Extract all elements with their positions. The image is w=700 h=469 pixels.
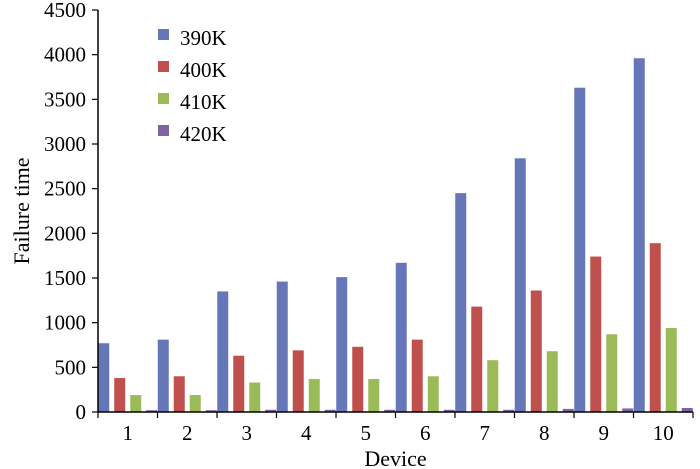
x-tick-label: 10 — [653, 421, 674, 445]
x-tick-label: 2 — [182, 421, 193, 445]
y-tick-label: 1500 — [44, 266, 86, 290]
bar-420K-device-3 — [265, 409, 277, 412]
x-tick-label: 6 — [420, 421, 431, 445]
bar-400K-device-10 — [649, 243, 661, 412]
y-ticks-group: 0 500 1000 1500 2000 2500 3000 3500 4000 4500 — [44, 0, 98, 424]
bar-410K-device-7 — [487, 360, 499, 412]
bar-410K-device-6 — [427, 376, 439, 412]
bar-420K-device-5 — [384, 409, 396, 412]
bar-390K-device-1 — [98, 343, 110, 412]
bar-420K-device-1 — [146, 410, 158, 412]
bar-400K-device-8 — [530, 290, 542, 412]
legend-label-400K: 400K — [180, 58, 227, 82]
bar-410K-device-9 — [606, 334, 618, 412]
bar-410K-device-4 — [308, 378, 320, 412]
bar-420K-device-4 — [324, 409, 336, 412]
bar-410K-device-5 — [368, 378, 380, 412]
bar-400K-device-6 — [411, 339, 423, 412]
bar-390K-device-3 — [217, 291, 229, 412]
y-tick-label: 3500 — [44, 87, 86, 111]
bar-410K-device-8 — [546, 351, 558, 412]
bar-390K-device-4 — [276, 281, 288, 412]
x-tick-label: 7 — [480, 421, 491, 445]
legend-label-410K: 410K — [180, 90, 227, 114]
bar-420K-device-6 — [443, 409, 455, 412]
y-tick-label: 0 — [76, 400, 87, 424]
bar-420K-device-7 — [503, 409, 515, 412]
y-tick-label: 1000 — [44, 311, 86, 335]
bar-390K-device-6 — [395, 262, 407, 412]
x-ticks-group: 1 2 3 4 5 6 7 8 9 10 — [97, 412, 694, 445]
bar-400K-device-2 — [173, 376, 185, 412]
bar-400K-device-5 — [352, 346, 364, 412]
bar-400K-device-9 — [590, 256, 602, 412]
y-tick-label: 4500 — [44, 0, 86, 22]
bar-410K-device-10 — [665, 328, 677, 412]
bar-400K-device-1 — [114, 378, 126, 412]
bar-420K-device-2 — [205, 410, 217, 412]
bar-390K-device-9 — [574, 87, 586, 412]
legend-swatch-390K — [158, 29, 169, 40]
bar-400K-device-3 — [233, 355, 245, 412]
bar-410K-device-1 — [130, 395, 142, 412]
x-tick-label: 5 — [361, 421, 372, 445]
bar-400K-device-4 — [292, 350, 304, 412]
legend-swatch-400K — [158, 61, 169, 72]
x-axis-label: Device — [364, 446, 426, 469]
y-axis-label: Failure time — [9, 158, 34, 265]
legend-label-420K: 420K — [180, 122, 227, 146]
bar-410K-device-3 — [249, 382, 261, 412]
y-tick-label: 2000 — [44, 221, 86, 245]
bar-420K-device-10 — [681, 407, 693, 412]
bar-400K-device-7 — [471, 306, 483, 412]
bar-390K-device-2 — [157, 339, 169, 412]
x-tick-label: 1 — [123, 421, 134, 445]
x-tick-label: 4 — [301, 421, 312, 445]
legend-swatch-420K — [158, 125, 169, 136]
x-tick-label: 9 — [599, 421, 610, 445]
bars-group — [98, 58, 693, 413]
bar-420K-device-8 — [562, 408, 574, 412]
y-tick-label: 2500 — [44, 177, 86, 201]
y-tick-label: 500 — [55, 355, 87, 379]
bar-390K-device-10 — [633, 58, 645, 413]
bar-410K-device-2 — [189, 395, 201, 412]
bar-420K-device-9 — [622, 408, 634, 412]
bar-390K-device-7 — [455, 193, 467, 412]
legend-swatch-410K — [158, 93, 169, 104]
y-tick-label: 3000 — [44, 132, 86, 156]
x-tick-label: 3 — [242, 421, 253, 445]
legend: 390K 400K 410K 420K — [158, 26, 227, 146]
bar-390K-device-8 — [514, 158, 526, 412]
legend-label-390K: 390K — [180, 26, 227, 50]
bar-390K-device-5 — [336, 277, 348, 412]
x-tick-label: 8 — [539, 421, 550, 445]
y-tick-label: 4000 — [44, 43, 86, 67]
